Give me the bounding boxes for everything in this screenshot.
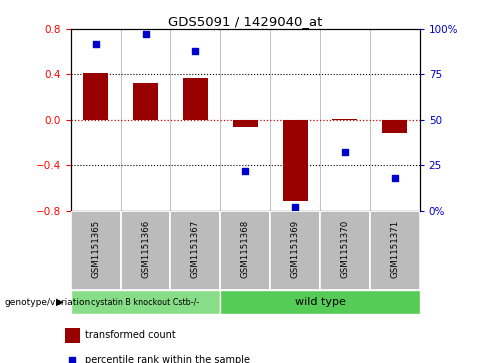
Title: GDS5091 / 1429040_at: GDS5091 / 1429040_at (168, 15, 323, 28)
Bar (382, 120, 407, 134)
Bar (170, 211, 220, 290)
Bar (183, 78, 208, 120)
Text: genotype/variation: genotype/variation (5, 298, 91, 307)
Bar (121, 211, 170, 290)
Text: percentile rank within the sample: percentile rank within the sample (85, 355, 250, 363)
Bar (71, 211, 121, 290)
Text: GSM1151369: GSM1151369 (290, 220, 300, 278)
Bar (332, 119, 357, 120)
Text: transformed count: transformed count (85, 330, 176, 340)
Bar (65, 328, 80, 343)
Point (242, 168, 249, 174)
Point (391, 175, 399, 181)
Point (191, 48, 199, 54)
Bar (133, 83, 158, 120)
Bar (220, 290, 420, 314)
Text: GSM1151371: GSM1151371 (390, 220, 399, 278)
Text: wild type: wild type (295, 297, 346, 307)
Bar (233, 120, 258, 127)
Text: ▶: ▶ (56, 297, 63, 307)
Point (142, 32, 149, 37)
Text: GSM1151365: GSM1151365 (91, 220, 100, 278)
Text: GSM1151368: GSM1151368 (241, 220, 250, 278)
Bar (83, 73, 108, 120)
Text: cystatin B knockout Cstb-/-: cystatin B knockout Cstb-/- (91, 298, 200, 307)
Bar (370, 211, 420, 290)
Bar (220, 211, 270, 290)
Point (341, 150, 349, 155)
Bar (283, 120, 307, 201)
Point (92, 41, 100, 46)
Bar (270, 211, 320, 290)
Point (291, 204, 299, 210)
Text: GSM1151367: GSM1151367 (191, 220, 200, 278)
Text: GSM1151366: GSM1151366 (141, 220, 150, 278)
Text: GSM1151370: GSM1151370 (341, 220, 349, 278)
Bar (71, 290, 220, 314)
Point (68, 357, 76, 363)
Bar (320, 211, 370, 290)
